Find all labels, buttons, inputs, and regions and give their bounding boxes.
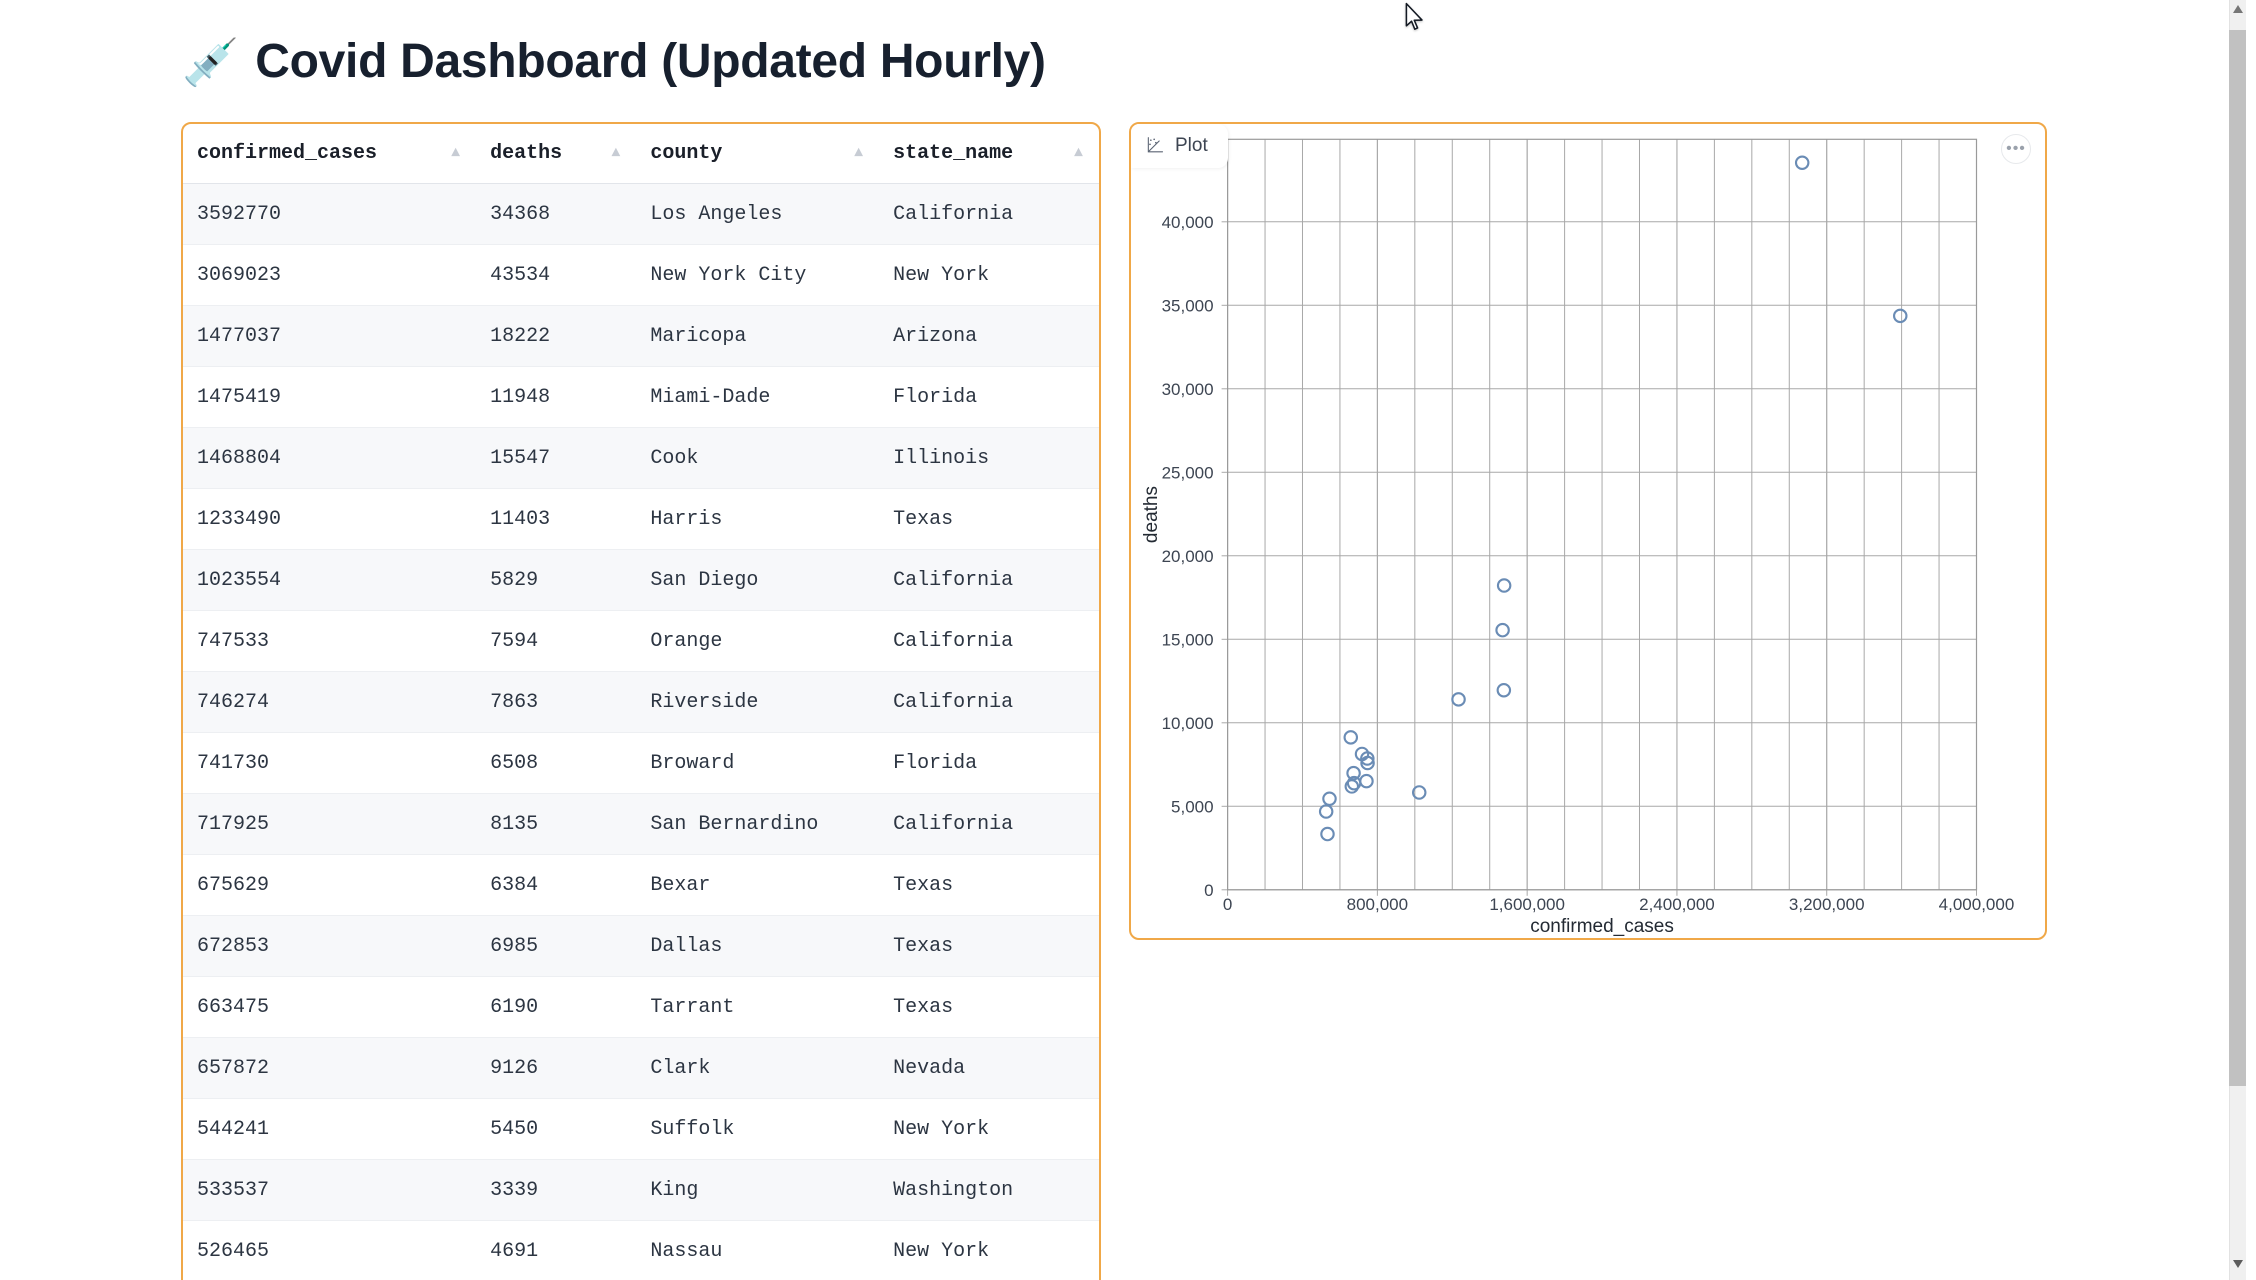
- svg-text:3,200,000: 3,200,000: [1789, 895, 1865, 914]
- svg-text:800,000: 800,000: [1347, 895, 1408, 914]
- svg-text:0: 0: [1204, 881, 1213, 900]
- svg-text:35,000: 35,000: [1162, 296, 1214, 315]
- svg-text:deaths: deaths: [1141, 486, 1162, 543]
- svg-text:2,400,000: 2,400,000: [1639, 895, 1715, 914]
- svg-text:1,600,000: 1,600,000: [1489, 895, 1565, 914]
- svg-text:30,000: 30,000: [1162, 380, 1214, 399]
- svg-text:4,000,000: 4,000,000: [1939, 895, 2015, 914]
- svg-text:25,000: 25,000: [1162, 463, 1214, 482]
- svg-text:15,000: 15,000: [1162, 630, 1214, 649]
- svg-text:10,000: 10,000: [1162, 714, 1214, 733]
- svg-text:20,000: 20,000: [1162, 547, 1214, 566]
- svg-text:0: 0: [1223, 895, 1232, 914]
- svg-text:5,000: 5,000: [1171, 797, 1214, 816]
- svg-text:confirmed_cases: confirmed_cases: [1530, 916, 1674, 937]
- svg-text:40,000: 40,000: [1162, 213, 1214, 232]
